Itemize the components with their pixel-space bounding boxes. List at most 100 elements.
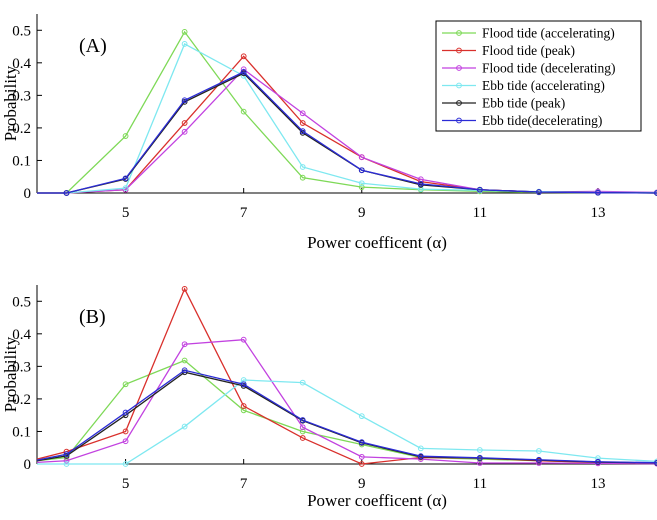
legend-label: Flood tide (accelerating) xyxy=(482,26,615,41)
legend-entry: Flood tide (peak) xyxy=(442,43,575,58)
panel-label: (B) xyxy=(79,306,106,328)
x-tick-label: 13 xyxy=(590,205,605,221)
legend-label: Flood tide (peak) xyxy=(482,43,575,58)
legend-label: Ebb tide(decelerating) xyxy=(482,113,602,128)
legend-entry: Flood tide (decelerating) xyxy=(442,61,615,76)
data-point xyxy=(240,336,247,343)
series-line xyxy=(36,338,657,465)
y-tick-label: 0.3 xyxy=(12,88,31,104)
x-tick-label: 7 xyxy=(240,205,248,221)
data-point xyxy=(181,97,188,104)
data-point xyxy=(63,190,70,196)
data-point xyxy=(122,428,129,435)
data-point xyxy=(595,189,601,196)
x-tick-label: 11 xyxy=(473,205,487,221)
data-point xyxy=(536,456,542,463)
series-2 xyxy=(36,286,657,467)
series-5 xyxy=(36,369,657,466)
data-point xyxy=(299,164,306,170)
data-point xyxy=(63,461,70,467)
y-tick-label: 0.4 xyxy=(12,327,31,343)
y-tick-label: 0.5 xyxy=(12,294,31,310)
data-point xyxy=(358,439,365,446)
legend-swatch-marker xyxy=(456,82,462,89)
data-point xyxy=(358,453,365,460)
data-point xyxy=(417,180,424,187)
data-point xyxy=(358,167,365,174)
data-point xyxy=(122,438,129,445)
data-point xyxy=(299,435,306,441)
y-axis-label: Probability xyxy=(1,65,20,141)
x-axis-label: Power coefficent (α) xyxy=(307,491,447,510)
x-tick-label: 9 xyxy=(358,476,366,492)
panel-a: 0 0.1 0.2 0.3 0.4 0.5 5 7 9 11 13 Power coefficent … xyxy=(1,14,657,252)
data-point xyxy=(299,424,306,431)
data-point xyxy=(181,29,188,35)
y-tick-label: 0.3 xyxy=(12,359,31,375)
data-point xyxy=(595,458,601,465)
data-point xyxy=(240,69,247,75)
x-tick-label: 5 xyxy=(122,476,130,492)
legend-swatch-marker xyxy=(456,117,462,124)
data-point xyxy=(181,367,188,374)
data-point xyxy=(358,184,365,191)
y-tick-label: 0.2 xyxy=(12,121,31,137)
data-point xyxy=(122,175,129,182)
series-4 xyxy=(37,377,657,467)
data-point xyxy=(122,133,129,139)
x-tick-label: 7 xyxy=(240,476,248,492)
legend-swatch-marker xyxy=(456,47,462,54)
data-point xyxy=(181,120,188,126)
data-point xyxy=(476,186,483,193)
x-tick-label: 13 xyxy=(590,476,605,492)
legend-entry: Flood tide (accelerating) xyxy=(442,26,615,41)
y-tick-label: 0.4 xyxy=(12,56,31,72)
data-point xyxy=(358,413,365,420)
data-point xyxy=(122,381,129,388)
data-point xyxy=(181,341,188,348)
data-point xyxy=(240,403,247,409)
legend-swatch-marker xyxy=(456,30,462,36)
legend-swatch-marker xyxy=(456,100,462,106)
legend-entry: Ebb tide(decelerating) xyxy=(442,113,602,128)
data-point xyxy=(240,53,247,60)
data-point xyxy=(417,445,424,452)
legend-entry: Ebb tide (peak) xyxy=(442,96,565,111)
legend-box xyxy=(435,20,642,132)
data-point xyxy=(181,423,188,430)
data-point xyxy=(358,180,365,187)
data-point xyxy=(122,185,129,192)
x-tick-label: 5 xyxy=(122,205,130,221)
data-point xyxy=(63,451,70,458)
data-point xyxy=(358,461,365,467)
series-line xyxy=(37,379,657,465)
data-point xyxy=(181,286,188,292)
legend-label: Ebb tide (peak) xyxy=(482,96,565,111)
data-point xyxy=(181,357,188,364)
data-point xyxy=(299,128,306,135)
y-tick-label: 0.5 xyxy=(12,23,31,39)
y-tick-label: 0 xyxy=(24,457,32,473)
data-point xyxy=(122,461,129,467)
data-point xyxy=(476,454,483,461)
y-tick-label: 0.2 xyxy=(12,392,31,408)
data-point xyxy=(181,41,188,47)
y-tick-label: 0.1 xyxy=(12,153,31,169)
data-point xyxy=(476,447,483,453)
data-point xyxy=(417,453,424,460)
y-tick-label: 0 xyxy=(24,186,32,202)
y-axis-label: Probability xyxy=(1,336,20,412)
data-point xyxy=(299,417,306,423)
y-tick-label: 0.1 xyxy=(12,424,31,440)
panel-b: 0 0.1 0.2 0.3 0.4 0.5 5 7 9 11 13 Power coefficent … xyxy=(1,285,657,510)
data-point xyxy=(536,448,542,454)
data-point xyxy=(240,108,247,115)
data-point xyxy=(299,428,306,435)
data-point xyxy=(299,120,306,126)
data-point xyxy=(595,455,601,462)
data-point xyxy=(358,154,365,161)
legend: Flood tide (accelerating) Flood tide (pea… xyxy=(435,20,642,132)
legend-entry: Ebb tide (accelerating) xyxy=(442,78,605,93)
panel-label: (A) xyxy=(79,35,107,57)
